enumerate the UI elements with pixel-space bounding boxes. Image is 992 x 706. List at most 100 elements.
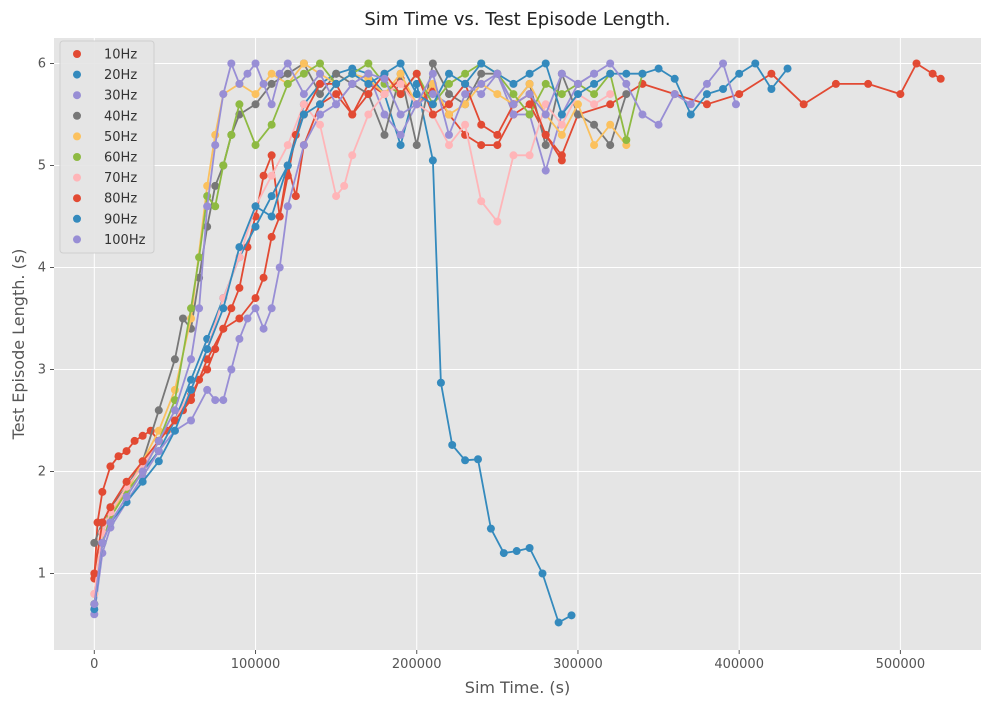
data-point-10Hz — [936, 74, 945, 83]
data-point-100Hz — [380, 74, 389, 83]
legend-label-60Hz: 60Hz — [104, 151, 137, 166]
data-point-100Hz — [203, 202, 212, 211]
data-point-40Hz — [428, 59, 437, 68]
data-point-100Hz — [412, 100, 421, 109]
data-point-10Hz — [912, 59, 921, 68]
legend-marker-40Hz — [73, 111, 81, 120]
data-point-100Hz — [622, 79, 631, 88]
data-point-70Hz — [267, 171, 276, 180]
data-point-80Hz — [444, 100, 453, 109]
data-point-40Hz — [332, 69, 341, 78]
data-point-30Hz — [396, 130, 405, 139]
data-point-90Hz — [735, 69, 744, 78]
data-point-80Hz — [267, 232, 276, 241]
data-point-20Hz — [512, 547, 521, 556]
data-point-20Hz — [412, 79, 421, 88]
chart-title: Sim Time vs. Test Episode Length. — [364, 9, 670, 30]
data-point-70Hz — [396, 79, 405, 88]
series-line-20Hz — [93, 67, 572, 624]
data-point-90Hz — [170, 426, 179, 435]
data-point-100Hz — [670, 90, 679, 99]
data-point-100Hz — [243, 69, 252, 78]
series-line-100Hz — [93, 62, 737, 605]
data-point-80Hz — [122, 477, 131, 486]
data-point-100Hz — [332, 100, 341, 109]
data-point-80Hz — [90, 569, 99, 578]
data-point-60Hz — [283, 79, 292, 88]
x-axis-label: Sim Time. (s) — [465, 678, 570, 697]
data-point-100Hz — [283, 59, 292, 68]
data-point-20Hz — [436, 378, 445, 387]
data-point-30Hz — [428, 90, 437, 99]
data-point-20Hz — [486, 524, 495, 533]
data-point-60Hz — [590, 90, 599, 99]
data-point-10Hz — [267, 151, 276, 160]
data-point-70Hz — [348, 151, 357, 160]
data-point-50Hz — [557, 130, 566, 139]
data-point-60Hz — [509, 90, 518, 99]
data-point-100Hz — [638, 110, 647, 119]
data-point-100Hz — [98, 538, 107, 547]
data-point-60Hz — [203, 192, 212, 201]
data-point-90Hz — [702, 90, 711, 99]
data-point-10Hz — [98, 487, 107, 496]
data-point-90Hz — [219, 304, 228, 313]
data-point-90Hz — [412, 90, 421, 99]
data-point-70Hz — [590, 100, 599, 109]
data-point-90Hz — [638, 69, 647, 78]
data-point-30Hz — [509, 110, 518, 119]
data-point-30Hz — [219, 396, 228, 405]
data-point-50Hz — [267, 69, 276, 78]
data-point-70Hz — [340, 181, 349, 190]
data-point-60Hz — [557, 90, 566, 99]
legend-marker-90Hz — [73, 214, 81, 223]
data-point-90Hz — [719, 85, 728, 93]
data-point-30Hz — [154, 447, 163, 456]
data-point-100Hz — [654, 120, 663, 129]
data-point-40Hz — [178, 314, 187, 323]
data-point-60Hz — [525, 110, 534, 119]
data-point-80Hz — [275, 212, 284, 221]
data-point-10Hz — [606, 100, 615, 109]
data-point-100Hz — [122, 493, 131, 501]
data-point-90Hz — [590, 79, 599, 88]
data-point-80Hz — [364, 90, 373, 99]
data-point-100Hz — [348, 79, 357, 88]
data-point-10Hz — [227, 304, 236, 313]
data-point-90Hz — [187, 385, 196, 394]
data-point-100Hz — [251, 59, 260, 68]
data-point-30Hz — [380, 110, 389, 119]
data-point-90Hz — [154, 457, 163, 466]
data-point-30Hz — [251, 304, 260, 313]
data-point-90Hz — [606, 69, 615, 78]
legend-label-80Hz: 80Hz — [104, 192, 137, 207]
data-point-10Hz — [702, 100, 711, 109]
data-point-30Hz — [316, 110, 325, 119]
data-point-20Hz — [396, 141, 405, 150]
data-point-10Hz — [831, 79, 840, 88]
data-point-40Hz — [154, 406, 163, 415]
data-point-40Hz — [590, 120, 599, 129]
y-tick-label: 4 — [38, 261, 46, 276]
data-point-30Hz — [227, 365, 236, 374]
data-point-60Hz — [461, 69, 470, 78]
data-point-100Hz — [719, 59, 728, 68]
data-point-60Hz — [235, 100, 244, 109]
data-point-40Hz — [477, 69, 486, 78]
data-point-40Hz — [283, 69, 292, 78]
data-point-10Hz — [235, 283, 244, 292]
data-point-60Hz — [195, 253, 204, 262]
data-point-90Hz — [461, 79, 470, 88]
data-point-10Hz — [106, 462, 115, 471]
data-point-50Hz — [444, 110, 453, 119]
data-point-90Hz — [138, 477, 147, 486]
x-tick-label: 400000 — [714, 657, 764, 672]
data-point-10Hz — [122, 447, 131, 456]
data-point-10Hz — [735, 90, 744, 99]
data-point-80Hz — [106, 503, 115, 512]
data-point-80Hz — [138, 457, 147, 466]
data-point-80Hz — [98, 518, 107, 527]
data-point-90Hz — [654, 64, 663, 73]
legend-marker-50Hz — [73, 132, 81, 141]
data-point-20Hz — [187, 375, 196, 384]
